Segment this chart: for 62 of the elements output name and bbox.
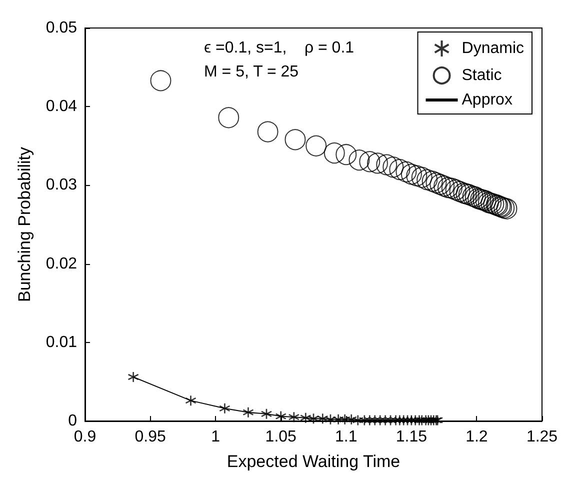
point [376,154,398,176]
point [260,408,272,420]
legend-label: Dynamic [462,40,524,57]
y-tick-label: 0 [68,412,78,430]
point [422,170,443,192]
x-tick-label: 0.95 [134,428,166,446]
x-tick-label: 0.9 [74,428,96,446]
annotation: ϵ =0.1, s=1, ρ = 0.1 [204,40,354,56]
point [150,70,172,92]
y-tick-label: 0.05 [46,20,78,36]
point [406,414,418,426]
point [308,412,320,424]
point [257,121,278,142]
point [438,177,458,198]
point [185,394,196,406]
x-tick-label: 1.05 [265,428,297,446]
point [430,174,451,195]
x-tick-label: 1.25 [526,428,558,446]
x-tick-label: 1.15 [396,428,428,446]
legend-label: Approx [462,92,512,108]
point [411,166,432,188]
point [416,169,438,190]
point [396,161,417,182]
point [434,175,455,196]
point [324,414,336,426]
y-tick-label: 0.04 [46,98,78,116]
point [400,164,422,185]
y-tick-label: 0.01 [46,334,78,351]
x-tick-label: 1.2 [466,428,488,446]
point [336,144,357,166]
point [219,402,230,414]
annotation: M = 5, T = 25 [204,64,299,80]
point [288,411,300,423]
point [449,180,470,202]
point [406,165,428,186]
point [284,129,306,150]
point [382,156,404,178]
point [275,410,287,422]
y-axis-title: Bunching Probability [15,146,34,302]
point [402,414,414,426]
point [441,178,462,199]
point [128,371,139,383]
point [389,158,410,180]
point [398,414,410,426]
point [218,107,240,128]
point [426,172,447,194]
point [348,150,370,171]
x-axis-title: Expected Waiting Time [226,452,400,471]
point [300,412,312,424]
point [242,406,254,418]
point [359,151,380,172]
point [316,412,328,424]
legend-label: Static [462,67,502,84]
point [394,414,406,426]
point [324,142,345,164]
y-tick-label: 0.03 [46,176,78,194]
point [367,152,388,174]
y-tick-label: 0.02 [46,255,78,272]
point [306,135,327,156]
x-tick-label: 1 [211,428,220,446]
point [445,179,466,200]
x-tick-label: 1.1 [335,428,358,446]
